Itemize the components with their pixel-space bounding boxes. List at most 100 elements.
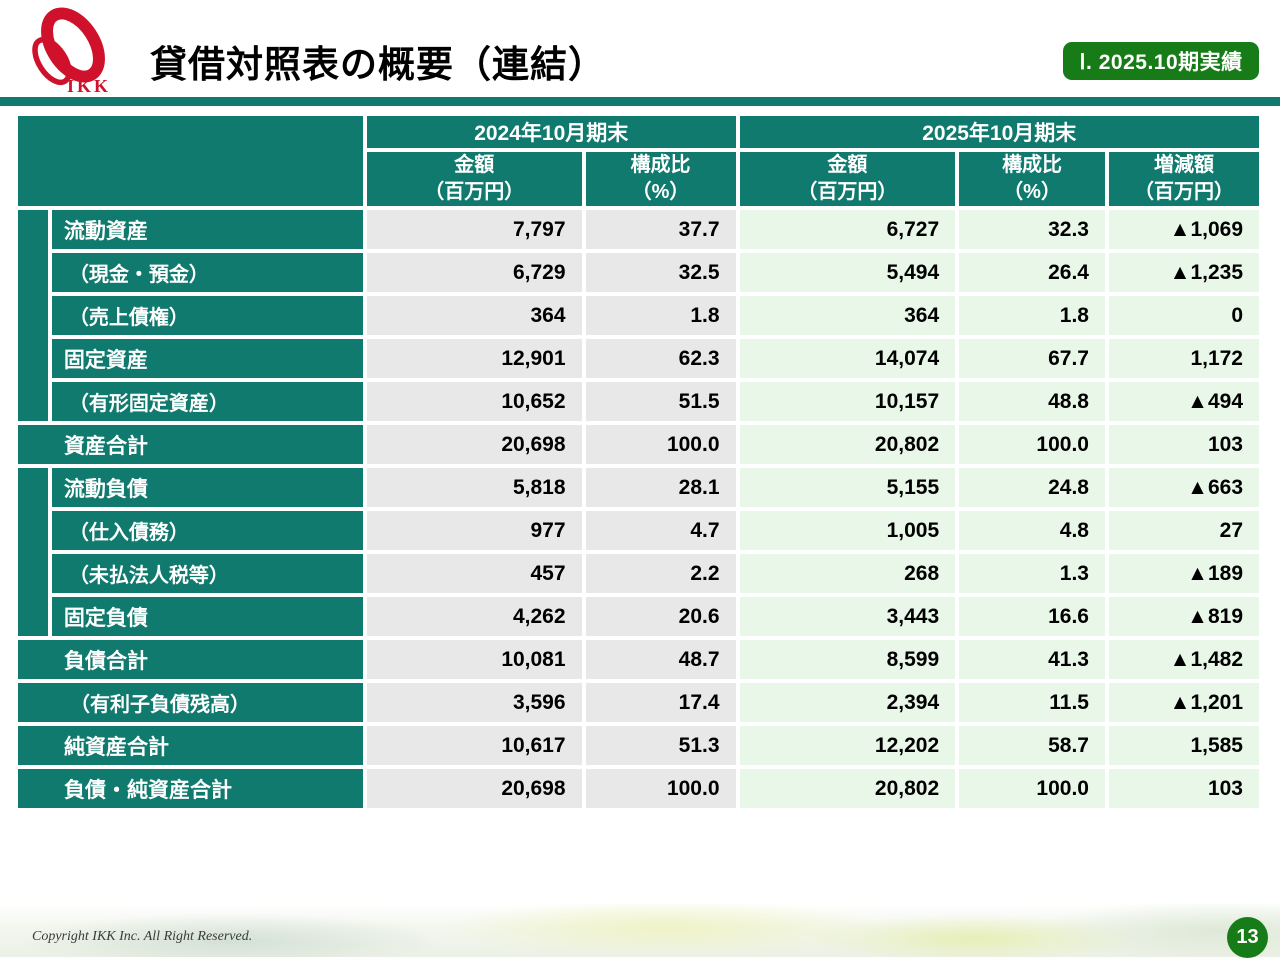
amount-2024-cell: 5,818: [362, 464, 586, 511]
balance-sheet-table: 2024年10月期末 2025年10月期末 金額 （百万円） 構成比 （%） 金…: [14, 112, 1264, 812]
page-number-badge: 13: [1227, 917, 1268, 958]
amount-2025-cell: 364: [735, 292, 960, 339]
amount-2025-cell: 12,202: [735, 722, 960, 769]
ratio-2025-cell: 48.8: [955, 378, 1109, 425]
row-label-cell: 流動資産: [47, 206, 367, 253]
amount-2025-cell: 10,157: [735, 378, 960, 425]
amount-2025-cell: 5,494: [735, 249, 960, 296]
col-header-amount-2025: 金額 （百万円）: [735, 148, 960, 210]
amount-2025-cell: 3,443: [735, 593, 960, 640]
period-header-2025: 2025年10月期末: [735, 112, 1264, 152]
copyright-text: Copyright IKK Inc. All Right Reserved.: [32, 929, 253, 944]
page-title: 貸借対照表の概要（連結）: [150, 44, 606, 85]
row-label-cell: （有利子負債残高）: [14, 679, 367, 726]
change-cell: ▲1,482: [1104, 636, 1264, 683]
row-label-cell: 固定資産: [47, 335, 367, 382]
change-cell: 103: [1104, 765, 1264, 812]
col-header-line: 金額: [827, 154, 868, 176]
amount-2025-cell: 1,005: [735, 507, 960, 554]
amount-2025-cell: 8,599: [735, 636, 960, 683]
col-header-unit: （百万円）: [797, 181, 898, 203]
ratio-2024-cell: 20.6: [581, 593, 740, 640]
change-cell: ▲1,235: [1104, 249, 1264, 296]
change-cell: ▲819: [1104, 593, 1264, 640]
ratio-2025-cell: 4.8: [955, 507, 1109, 554]
section-badge: Ⅰ. 2025.10期実績: [1063, 42, 1259, 80]
logo-text: IKK: [67, 76, 111, 96]
title-divider: [0, 97, 1280, 106]
row-label-cell: 資産合計: [14, 421, 367, 468]
change-cell: ▲189: [1104, 550, 1264, 597]
ratio-2024-cell: 4.7: [581, 507, 740, 554]
amount-2024-cell: 6,729: [362, 249, 586, 296]
change-cell: 1,585: [1104, 722, 1264, 769]
row-label-cell: （売上債権）: [47, 292, 367, 339]
row-label-cell: 固定負債: [47, 593, 367, 640]
ratio-2024-cell: 28.1: [581, 464, 740, 511]
corner-cell: [14, 112, 367, 210]
ratio-2025-cell: 100.0: [955, 765, 1109, 812]
col-header-ratio-2024: 構成比 （%）: [581, 148, 740, 210]
amount-2024-cell: 3,596: [362, 679, 586, 726]
col-header-line: 構成比: [1002, 154, 1063, 176]
col-header-line: 増減額: [1153, 154, 1214, 176]
ratio-2024-cell: 51.5: [581, 378, 740, 425]
period-header-row: 2024年10月期末 2025年10月期末: [14, 112, 1264, 210]
row-label-cell: 純資産合計: [14, 722, 367, 769]
group-strip-cell: [14, 206, 52, 425]
amount-2024-cell: 12,901: [362, 335, 586, 382]
table-row: （有形固定資産） 10,652 51.5 10,157 48.8 ▲494: [16, 378, 1264, 425]
page-number: 13: [1236, 926, 1259, 948]
amount-2024-cell: 4,262: [362, 593, 586, 640]
row-label-cell: 流動負債: [47, 464, 367, 511]
change-cell: 1,172: [1104, 335, 1264, 382]
amount-2025-cell: 5,155: [735, 464, 960, 511]
table-row: 固定負債 4,262 20.6 3,443 16.6 ▲819: [16, 593, 1264, 640]
change-cell: 0: [1104, 292, 1264, 339]
amount-2024-cell: 7,797: [362, 206, 586, 253]
ratio-2024-cell: 17.4: [581, 679, 740, 726]
amount-2024-cell: 457: [362, 550, 586, 597]
ratio-2025-cell: 16.6: [955, 593, 1109, 640]
row-label-cell: （仕入債務）: [47, 507, 367, 554]
logo-rings-icon: IKK: [32, 7, 111, 96]
ratio-2025-cell: 11.5: [955, 679, 1109, 726]
ratio-2025-cell: 24.8: [955, 464, 1109, 511]
col-header-ratio-2025: 構成比 （%）: [955, 148, 1109, 210]
amount-2025-cell: 14,074: [735, 335, 960, 382]
ratio-2024-cell: 51.3: [581, 722, 740, 769]
footer-watercolor-band: [0, 904, 1280, 957]
company-logo: IKK: [10, 4, 128, 98]
row-label-cell: （未払法人税等）: [47, 550, 367, 597]
col-header-change: 増減額 （百万円）: [1104, 148, 1264, 210]
row-label-cell: 負債・純資産合計: [14, 765, 367, 812]
col-header-unit: （百万円）: [424, 181, 525, 203]
table-row: 流動資産 7,797 37.7 6,727 32.3 ▲1,069: [14, 206, 1264, 425]
table-row: 資産合計 20,698 100.0 20,802 100.0 103: [14, 421, 1264, 468]
ratio-2024-cell: 100.0: [581, 421, 740, 468]
amount-2024-cell: 10,617: [362, 722, 586, 769]
ratio-2025-cell: 58.7: [955, 722, 1109, 769]
table-row: （仕入債務） 977 4.7 1,005 4.8 27: [16, 507, 1264, 554]
row-label-cell: （有形固定資産）: [47, 378, 367, 425]
period-header-2024: 2024年10月期末: [362, 112, 740, 152]
ratio-2025-cell: 26.4: [955, 249, 1109, 296]
ratio-2025-cell: 41.3: [955, 636, 1109, 683]
col-header-line: 金額: [454, 154, 495, 176]
row-label-cell: 負債合計: [14, 636, 367, 683]
change-cell: ▲494: [1104, 378, 1264, 425]
ratio-2025-cell: 1.8: [955, 292, 1109, 339]
ratio-2025-cell: 32.3: [955, 206, 1109, 253]
amount-2024-cell: 10,081: [362, 636, 586, 683]
row-label-cell: （現金・預金）: [47, 249, 367, 296]
table-row: 固定資産 12,901 62.3 14,074 67.7 1,172: [16, 335, 1264, 382]
ratio-2025-cell: 100.0: [955, 421, 1109, 468]
change-cell: ▲1,069: [1104, 206, 1264, 253]
ratio-2025-cell: 67.7: [955, 335, 1109, 382]
table-row: （売上債権） 364 1.8 364 1.8 0: [16, 292, 1264, 339]
column-header-row: 金額 （百万円） 構成比 （%） 金額 （百万円） 構成比 （%） 増減額: [16, 148, 1264, 210]
amount-2025-cell: 2,394: [735, 679, 960, 726]
ratio-2024-cell: 62.3: [581, 335, 740, 382]
amount-2024-cell: 20,698: [362, 421, 586, 468]
